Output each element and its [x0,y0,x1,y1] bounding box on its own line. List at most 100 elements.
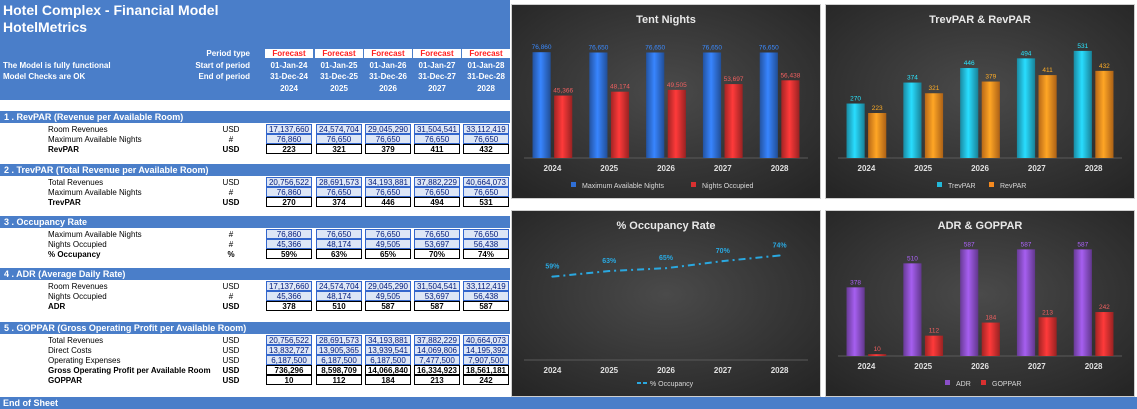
value-cell[interactable]: 7,907,500 [463,355,509,365]
value-cell[interactable]: 223 [266,144,312,154]
value-cell[interactable]: 76,650 [463,134,509,144]
value-cell[interactable]: 6,187,500 [365,355,411,365]
bar-maximum-available-nights[interactable] [589,52,608,158]
value-cell[interactable]: 587 [414,301,460,311]
value-cell[interactable]: 76,650 [316,134,362,144]
value-cell[interactable]: 76,650 [365,134,411,144]
value-cell[interactable]: 321 [316,144,362,154]
value-cell[interactable]: 6,187,500 [266,355,312,365]
bar-nights-occupied[interactable] [667,89,686,158]
bar-maximum-available-nights[interactable] [646,52,665,158]
value-cell[interactable]: 76,860 [266,187,312,197]
value-cell[interactable]: 736,296 [266,365,312,375]
bar-adr[interactable] [1073,249,1092,356]
bar-goppar[interactable] [981,322,1000,356]
value-cell[interactable]: 24,574,704 [316,124,362,134]
value-cell[interactable]: 14,069,806 [414,345,460,355]
value-cell[interactable]: 8,598,709 [316,365,362,375]
bar-goppar[interactable] [868,354,887,356]
adr-goppar-chart[interactable]: ADR & GOPPAR 2024 2025 2026 2027 2028 378 510 58… [825,210,1135,397]
value-cell[interactable]: 13,905,365 [316,345,362,355]
value-cell[interactable]: 28,691,573 [316,335,362,345]
value-cell[interactable]: 76,650 [316,229,362,239]
value-cell[interactable]: 37,882,229 [414,335,460,345]
value-cell[interactable]: 184 [365,375,411,385]
bar-revpar[interactable] [1038,75,1057,158]
value-cell[interactable]: 76,650 [414,229,460,239]
value-cell[interactable]: 10 [266,375,312,385]
bar-maximum-available-nights[interactable] [532,52,551,159]
value-cell[interactable]: 24,574,704 [316,281,362,291]
value-cell[interactable]: 76,650 [414,134,460,144]
value-cell[interactable]: 45,366 [266,239,312,249]
bar-trevpar[interactable] [846,103,865,158]
value-cell[interactable]: 56,438 [463,291,509,301]
value-cell[interactable]: 56,438 [463,239,509,249]
value-cell[interactable]: 76,860 [266,134,312,144]
value-cell[interactable]: 587 [463,301,509,311]
value-cell[interactable]: 7,477,500 [414,355,460,365]
value-cell[interactable]: 34,193,881 [365,177,411,187]
value-cell[interactable]: 31,504,541 [414,124,460,134]
value-cell[interactable]: 65% [365,249,411,259]
value-cell[interactable]: 70% [414,249,460,259]
value-cell[interactable]: 13,832,727 [266,345,312,355]
bar-adr[interactable] [903,263,922,356]
value-cell[interactable]: 76,650 [463,187,509,197]
value-cell[interactable]: 17,137,660 [266,281,312,291]
data-point[interactable] [608,270,611,273]
value-cell[interactable]: 446 [365,197,411,207]
value-cell[interactable]: 48,174 [316,291,362,301]
value-cell[interactable]: 49,505 [365,291,411,301]
value-cell[interactable]: 45,366 [266,291,312,301]
bar-trevpar[interactable] [903,82,922,158]
value-cell[interactable]: 48,174 [316,239,362,249]
value-cell[interactable]: 76,860 [266,229,312,239]
value-cell[interactable]: 17,137,660 [266,124,312,134]
value-cell[interactable]: 18,561,181 [463,365,509,375]
value-cell[interactable]: 63% [316,249,362,259]
value-cell[interactable]: 510 [316,301,362,311]
value-cell[interactable]: 40,664,073 [463,335,509,345]
value-cell[interactable]: 40,664,073 [463,177,509,187]
bar-nights-occupied[interactable] [610,91,630,158]
value-cell[interactable]: 494 [414,197,460,207]
value-cell[interactable]: 53,697 [414,239,460,249]
value-cell[interactable]: 34,193,881 [365,335,411,345]
tent-nights-chart[interactable]: Tent Nights 2024 2025 2026 2027 2028 76,860 76,… [511,4,821,199]
bar-revpar[interactable] [981,81,1000,158]
value-cell[interactable]: 270 [266,197,312,207]
value-cell[interactable]: 37,882,229 [414,177,460,187]
value-cell[interactable]: 432 [463,144,509,154]
value-cell[interactable]: 20,756,522 [266,177,312,187]
value-cell[interactable]: 20,756,522 [266,335,312,345]
bar-trevpar[interactable] [1073,50,1092,158]
value-cell[interactable]: 76,650 [365,229,411,239]
bar-revpar[interactable] [1095,70,1114,158]
bar-goppar[interactable] [1038,317,1057,356]
bar-adr[interactable] [1016,249,1036,356]
value-cell[interactable]: 29,045,290 [365,281,411,291]
value-cell[interactable]: 33,112,419 [463,281,509,291]
value-cell[interactable]: 14,195,392 [463,345,509,355]
value-cell[interactable]: 411 [414,144,460,154]
value-cell[interactable]: 76,650 [316,187,362,197]
bar-revpar[interactable] [924,93,944,158]
bar-maximum-available-nights[interactable] [759,52,778,158]
occupancy-rate-chart[interactable]: % Occupancy Rate 2024 2025 2026 2027 2028 59% 6… [511,210,821,397]
bar-revpar[interactable] [868,113,887,158]
bar-goppar[interactable] [1095,312,1114,356]
data-point[interactable] [665,267,667,270]
value-cell[interactable]: 213 [414,375,460,385]
bar-trevpar[interactable] [960,68,979,158]
value-cell[interactable]: 33,112,419 [463,124,509,134]
data-point[interactable] [778,254,781,257]
value-cell[interactable]: 59% [266,249,312,259]
bar-adr[interactable] [960,249,979,356]
value-cell[interactable]: 28,691,573 [316,177,362,187]
value-cell[interactable]: 379 [365,144,411,154]
trevpar-revpar-chart[interactable]: TrevPAR & RevPAR 2024 2025 2026 2027 2028 270 3… [825,4,1135,199]
value-cell[interactable]: 49,505 [365,239,411,249]
value-cell[interactable]: 14,066,840 [365,365,411,375]
value-cell[interactable]: 76,650 [463,229,509,239]
